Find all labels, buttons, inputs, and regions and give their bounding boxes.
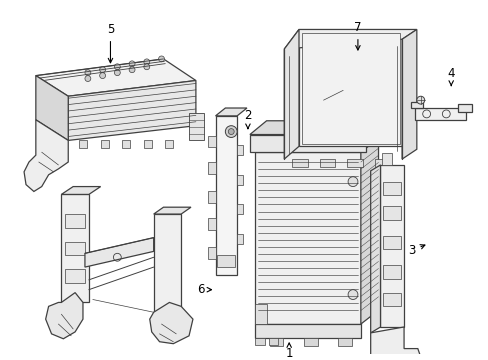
- Circle shape: [225, 126, 237, 138]
- Polygon shape: [284, 30, 298, 159]
- Bar: [207, 218, 215, 230]
- Bar: [143, 140, 151, 148]
- Polygon shape: [153, 207, 191, 214]
- Bar: [153, 214, 181, 312]
- Polygon shape: [254, 139, 378, 152]
- Circle shape: [129, 67, 135, 73]
- Bar: [101, 140, 108, 148]
- Bar: [319, 159, 335, 167]
- Text: 1: 1: [285, 343, 292, 360]
- Circle shape: [114, 64, 120, 70]
- Bar: [65, 242, 85, 255]
- Text: 4: 4: [447, 67, 454, 86]
- Polygon shape: [36, 76, 68, 140]
- Bar: [61, 194, 89, 302]
- Circle shape: [158, 56, 164, 62]
- Bar: [122, 140, 130, 148]
- Bar: [65, 269, 85, 283]
- Bar: [374, 159, 389, 167]
- Text: 6: 6: [197, 283, 211, 296]
- Bar: [301, 33, 399, 144]
- Polygon shape: [85, 238, 153, 267]
- Circle shape: [129, 61, 135, 67]
- Polygon shape: [249, 135, 365, 152]
- Polygon shape: [68, 81, 196, 140]
- Bar: [254, 305, 266, 324]
- Bar: [155, 312, 165, 320]
- Bar: [254, 338, 264, 345]
- Polygon shape: [36, 59, 196, 96]
- Polygon shape: [370, 165, 380, 333]
- Polygon shape: [401, 30, 416, 159]
- Circle shape: [85, 76, 91, 81]
- Bar: [380, 165, 403, 327]
- Bar: [65, 214, 85, 228]
- Circle shape: [100, 67, 105, 73]
- Circle shape: [416, 96, 424, 104]
- Bar: [207, 135, 215, 147]
- Circle shape: [347, 290, 357, 300]
- Circle shape: [228, 129, 234, 135]
- Polygon shape: [215, 108, 246, 116]
- Polygon shape: [61, 186, 101, 194]
- Circle shape: [114, 70, 120, 76]
- Bar: [207, 162, 215, 174]
- Bar: [338, 338, 351, 346]
- Bar: [383, 236, 400, 249]
- Text: 2: 2: [244, 109, 251, 129]
- Bar: [383, 293, 400, 306]
- Polygon shape: [360, 139, 378, 324]
- Bar: [254, 152, 360, 324]
- Circle shape: [347, 177, 357, 186]
- Polygon shape: [149, 302, 193, 344]
- Circle shape: [100, 73, 105, 78]
- Bar: [79, 140, 87, 148]
- Polygon shape: [24, 120, 68, 192]
- Bar: [346, 159, 362, 167]
- Bar: [291, 159, 307, 167]
- Bar: [383, 265, 400, 279]
- Polygon shape: [298, 31, 409, 146]
- Bar: [189, 113, 203, 140]
- Bar: [217, 255, 235, 267]
- Bar: [207, 247, 215, 259]
- Polygon shape: [457, 104, 471, 112]
- Polygon shape: [410, 102, 422, 108]
- Circle shape: [143, 64, 149, 70]
- Circle shape: [143, 59, 149, 65]
- Bar: [268, 338, 278, 345]
- Bar: [383, 206, 400, 220]
- Text: 3: 3: [407, 244, 424, 257]
- Bar: [383, 182, 400, 195]
- Polygon shape: [249, 121, 382, 135]
- Text: 5: 5: [106, 23, 114, 63]
- Bar: [165, 140, 173, 148]
- Circle shape: [85, 70, 91, 76]
- Bar: [303, 338, 317, 346]
- Bar: [269, 338, 283, 346]
- Bar: [382, 153, 391, 165]
- Bar: [207, 192, 215, 203]
- Bar: [237, 145, 243, 155]
- Polygon shape: [370, 327, 425, 360]
- Bar: [237, 175, 243, 185]
- Bar: [215, 116, 237, 275]
- Polygon shape: [284, 30, 416, 49]
- Bar: [237, 204, 243, 214]
- Polygon shape: [45, 293, 83, 339]
- Bar: [169, 312, 179, 320]
- Polygon shape: [414, 108, 465, 120]
- Text: 7: 7: [353, 21, 361, 50]
- Bar: [237, 234, 243, 243]
- Polygon shape: [254, 324, 360, 338]
